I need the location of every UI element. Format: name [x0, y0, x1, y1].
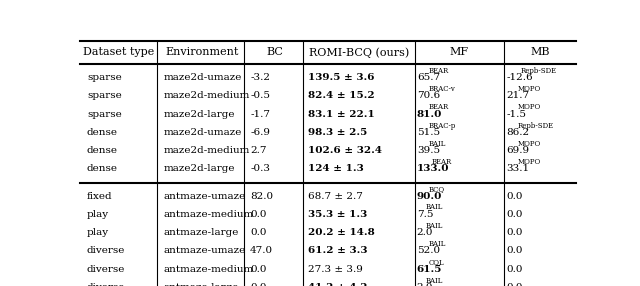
Text: -6.9: -6.9: [250, 128, 270, 137]
Text: 65.7: 65.7: [417, 73, 440, 82]
Text: diverse: diverse: [87, 247, 125, 255]
Text: 33.1: 33.1: [506, 164, 529, 174]
Text: dense: dense: [87, 164, 118, 174]
Text: antmaze-umaze: antmaze-umaze: [164, 247, 246, 255]
Text: -12.6: -12.6: [506, 73, 532, 82]
Text: 0.0: 0.0: [250, 283, 267, 286]
Text: fixed: fixed: [87, 192, 113, 200]
Text: ROMI-BCQ (ours): ROMI-BCQ (ours): [308, 47, 409, 58]
Text: 102.6 ± 32.4: 102.6 ± 32.4: [308, 146, 381, 155]
Text: Repb-SDE: Repb-SDE: [520, 67, 557, 75]
Text: 51.5: 51.5: [417, 128, 440, 137]
Text: dense: dense: [87, 128, 118, 137]
Text: BEAR: BEAR: [428, 103, 449, 111]
Text: 61.5: 61.5: [417, 265, 442, 274]
Text: maze2d-large: maze2d-large: [164, 110, 236, 119]
Text: 0.0: 0.0: [506, 192, 523, 200]
Text: antmaze-umaze: antmaze-umaze: [164, 192, 246, 200]
Text: 0.0: 0.0: [506, 265, 523, 274]
Text: 27.3 ± 3.9: 27.3 ± 3.9: [308, 265, 362, 274]
Text: BAIL: BAIL: [426, 222, 443, 230]
Text: maze2d-umaze: maze2d-umaze: [164, 73, 242, 82]
Text: 81.0: 81.0: [417, 110, 442, 119]
Text: 133.0: 133.0: [417, 164, 449, 174]
Text: MOPO: MOPO: [518, 103, 541, 111]
Text: dense: dense: [87, 146, 118, 155]
Text: 39.5: 39.5: [417, 146, 440, 155]
Text: 0.0: 0.0: [250, 210, 267, 219]
Text: maze2d-large: maze2d-large: [164, 164, 236, 174]
Text: CQL: CQL: [428, 258, 444, 266]
Text: MOPO: MOPO: [518, 158, 541, 166]
Text: BAIL: BAIL: [426, 277, 443, 285]
Text: 82.0: 82.0: [250, 192, 273, 200]
Text: 70.6: 70.6: [417, 91, 440, 100]
Text: 20.2 ± 14.8: 20.2 ± 14.8: [308, 228, 374, 237]
Text: antmaze-medium: antmaze-medium: [164, 265, 254, 274]
Text: 139.5 ± 3.6: 139.5 ± 3.6: [308, 73, 374, 82]
Text: BCQ: BCQ: [428, 185, 444, 193]
Text: BEAR: BEAR: [428, 67, 449, 75]
Text: 90.0: 90.0: [417, 192, 442, 200]
Text: 21.7: 21.7: [506, 91, 529, 100]
Text: antmaze-medium: antmaze-medium: [164, 210, 254, 219]
Text: 86.2: 86.2: [506, 128, 529, 137]
Text: BRAC-v: BRAC-v: [428, 85, 455, 93]
Text: BAIL: BAIL: [426, 203, 443, 211]
Text: 61.2 ± 3.3: 61.2 ± 3.3: [308, 247, 367, 255]
Text: maze2d-medium: maze2d-medium: [164, 146, 250, 155]
Text: 2.0: 2.0: [417, 228, 433, 237]
Text: maze2d-umaze: maze2d-umaze: [164, 128, 242, 137]
Text: sparse: sparse: [87, 110, 122, 119]
Text: -0.3: -0.3: [250, 164, 270, 174]
Text: 2.0: 2.0: [417, 283, 433, 286]
Text: 83.1 ± 22.1: 83.1 ± 22.1: [308, 110, 374, 119]
Text: MOPO: MOPO: [518, 85, 541, 93]
Text: 35.3 ± 1.3: 35.3 ± 1.3: [308, 210, 367, 219]
Text: Repb-SDE: Repb-SDE: [518, 122, 554, 130]
Text: 0.0: 0.0: [506, 210, 523, 219]
Text: BAIL: BAIL: [428, 140, 445, 148]
Text: 68.7 ± 2.7: 68.7 ± 2.7: [308, 192, 362, 200]
Text: BAIL: BAIL: [428, 240, 445, 248]
Text: -3.2: -3.2: [250, 73, 270, 82]
Text: play: play: [87, 228, 109, 237]
Text: 98.3 ± 2.5: 98.3 ± 2.5: [308, 128, 367, 137]
Text: 0.0: 0.0: [250, 265, 267, 274]
Text: 52.0: 52.0: [417, 247, 440, 255]
Text: 7.5: 7.5: [417, 210, 433, 219]
Text: 0.0: 0.0: [506, 228, 523, 237]
Text: 41.2 ± 4.2: 41.2 ± 4.2: [308, 283, 367, 286]
Text: antmaze-large: antmaze-large: [164, 228, 239, 237]
Text: play: play: [87, 210, 109, 219]
Text: 69.9: 69.9: [506, 146, 529, 155]
Text: BEAR: BEAR: [431, 158, 451, 166]
Text: Environment: Environment: [166, 47, 239, 57]
Text: 2.7: 2.7: [250, 146, 267, 155]
Text: sparse: sparse: [87, 91, 122, 100]
Text: BRAC-p: BRAC-p: [428, 122, 456, 130]
Text: MOPO: MOPO: [518, 140, 541, 148]
Text: BC: BC: [266, 47, 283, 57]
Text: -1.7: -1.7: [250, 110, 270, 119]
Text: 82.4 ± 15.2: 82.4 ± 15.2: [308, 91, 374, 100]
Text: 0.0: 0.0: [506, 247, 523, 255]
Text: -0.5: -0.5: [250, 91, 270, 100]
Text: 0.0: 0.0: [506, 283, 523, 286]
Text: 47.0: 47.0: [250, 247, 273, 255]
Text: 124 ± 1.3: 124 ± 1.3: [308, 164, 364, 174]
Text: Dataset type: Dataset type: [83, 47, 154, 57]
Text: MB: MB: [531, 47, 550, 57]
Text: diverse: diverse: [87, 283, 125, 286]
Text: sparse: sparse: [87, 73, 122, 82]
Text: diverse: diverse: [87, 265, 125, 274]
Text: MF: MF: [450, 47, 469, 57]
Text: antmaze-large: antmaze-large: [164, 283, 239, 286]
Text: -1.5: -1.5: [506, 110, 526, 119]
Text: maze2d-medium: maze2d-medium: [164, 91, 250, 100]
Text: 0.0: 0.0: [250, 228, 267, 237]
